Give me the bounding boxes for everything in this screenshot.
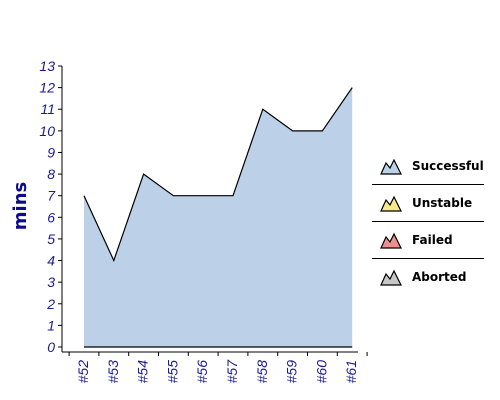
y-tick-label: 5 — [47, 231, 55, 247]
successful-area-icon — [380, 158, 402, 175]
y-tick-label: 4 — [47, 253, 55, 269]
y-axis-label: mins — [10, 182, 31, 230]
x-tick-label: #52 — [75, 360, 91, 384]
series-area-successful — [84, 87, 353, 347]
legend-item-unstable: Unstable — [372, 185, 484, 222]
legend-label-successful: Successful — [412, 159, 484, 173]
y-tick-label: 9 — [47, 144, 55, 160]
y-tick-label: 7 — [47, 188, 56, 204]
x-axis: #52 #53 #54 #55 #56 #57 #58 #59 #60 #61 — [62, 351, 368, 384]
y-tick-label: 12 — [39, 80, 55, 96]
legend-item-aborted: Aborted — [372, 259, 484, 295]
y-tick-label: 13 — [39, 58, 55, 74]
x-tick-label: #56 — [194, 360, 210, 384]
x-tick-label: #55 — [164, 360, 180, 384]
legend-item-successful: Successful — [372, 148, 484, 185]
y-tick-label: 11 — [40, 101, 55, 117]
x-tick-label: #60 — [313, 360, 329, 384]
legend-label-aborted: Aborted — [412, 270, 467, 284]
failed-area-icon — [380, 232, 402, 249]
y-tick-label: 6 — [47, 209, 55, 225]
aborted-area-icon — [380, 269, 402, 286]
legend-label-failed: Failed — [412, 233, 453, 247]
unstable-area-icon — [380, 195, 402, 212]
x-tick-label: #61 — [343, 360, 359, 383]
y-tick-label: 8 — [47, 166, 55, 182]
x-tick-label: #54 — [135, 360, 151, 384]
y-tick-label: 10 — [39, 123, 55, 139]
y-tick-label: 1 — [47, 317, 55, 333]
plot-area — [83, 87, 353, 348]
legend-item-failed: Failed — [372, 222, 484, 259]
legend-label-unstable: Unstable — [412, 196, 473, 210]
y-tick-label: 3 — [47, 274, 55, 290]
x-tick-label: #59 — [284, 360, 300, 384]
y-tick-label: 0 — [47, 339, 55, 355]
x-tick-label: #53 — [105, 360, 121, 384]
x-tick-label: #58 — [254, 360, 270, 384]
x-tick-label: #57 — [224, 359, 240, 384]
legend: Successful Unstable Failed Aborted — [372, 148, 484, 295]
series-line-successful — [83, 87, 353, 263]
y-tick-label: 2 — [46, 296, 55, 312]
